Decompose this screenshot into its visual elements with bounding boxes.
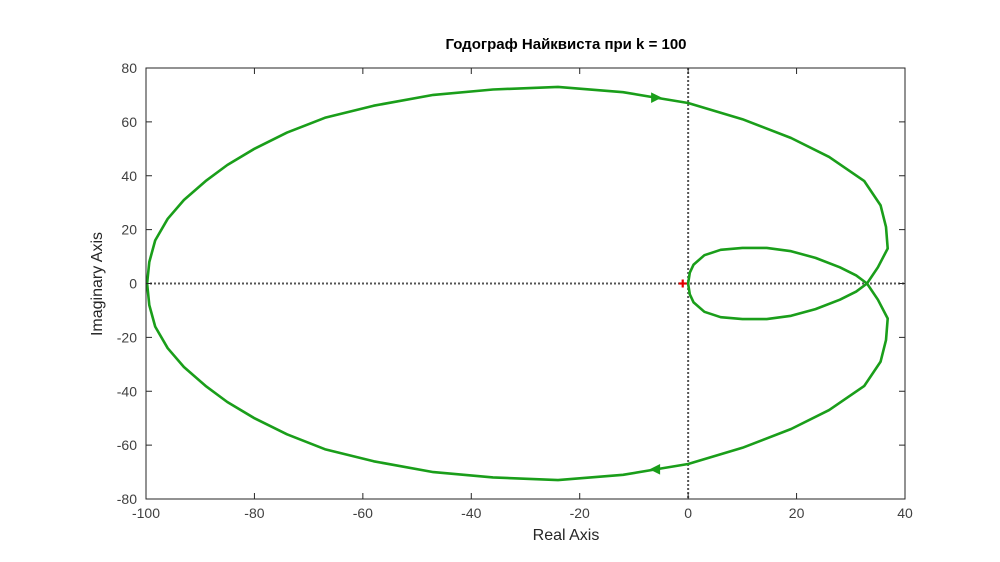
marker-layer [649,92,687,475]
direction-arrow-2 [649,464,661,475]
y-tick-label: -40 [117,383,137,399]
x-tick-label: 40 [897,505,913,521]
x-axis: -100 -80 -60 -40 -20 0 20 40 [132,68,913,521]
y-tick-label: 80 [121,60,137,76]
y-tick-label: 60 [121,114,137,130]
x-axis-label: Real Axis [533,527,600,544]
zero-lines [146,68,905,499]
direction-arrow-1 [651,92,662,103]
x-tick-label: -40 [461,505,481,521]
nyquist-curve-segment-1 [686,246,869,285]
y-tick-label: -60 [117,437,137,453]
y-tick-label: 0 [129,276,137,292]
chart-title: Годограф Найквиста при k = 100 [445,36,686,53]
curve-layer [145,85,890,482]
y-axis: -80 -60 -40 -20 0 20 40 60 80 [117,60,905,507]
x-tick-label: -60 [353,505,373,521]
y-tick-label: 40 [121,168,137,184]
x-tick-label: -80 [244,505,264,521]
y-axis-label: Imaginary Axis [89,232,106,336]
x-tick-label: 0 [684,505,692,521]
x-tick-label: -100 [132,505,160,521]
y-tick-label: 20 [121,222,137,238]
nyquist-curve-segment-4 [686,282,869,321]
critical-point-marker [678,279,687,288]
nyquist-curve-segment-3 [145,282,890,482]
x-tick-label: -20 [570,505,590,521]
x-tick-label: 20 [789,505,805,521]
y-tick-label: -80 [117,491,137,507]
y-tick-label: -20 [117,329,137,345]
nyquist-curve-segment-2 [145,85,890,285]
